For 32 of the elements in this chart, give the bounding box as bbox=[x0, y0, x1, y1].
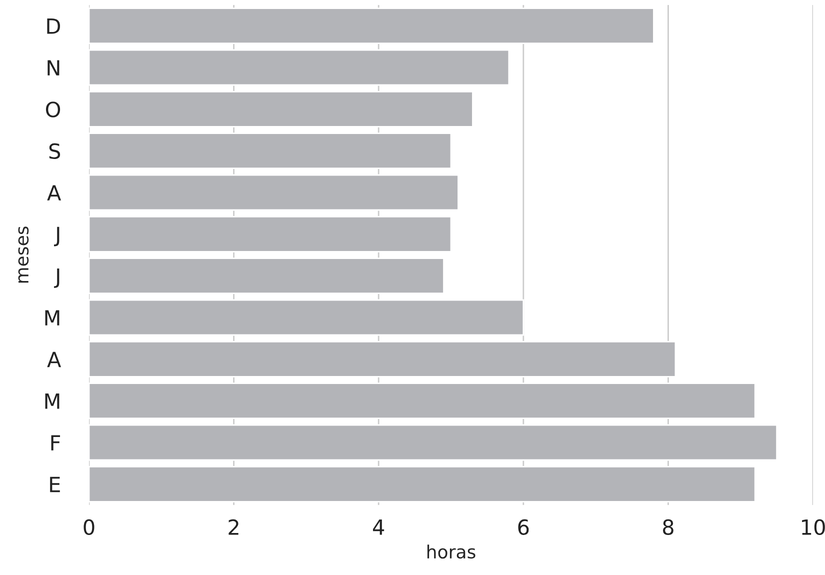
y-tick-label: F bbox=[51, 435, 60, 450]
bar bbox=[89, 424, 778, 461]
x-tick-label: 6 bbox=[518, 519, 529, 536]
x-tick-label: 0 bbox=[84, 519, 94, 536]
bar bbox=[89, 216, 452, 252]
bar bbox=[89, 340, 676, 378]
y-tick-label: O bbox=[46, 102, 60, 118]
x-tick-label: 4 bbox=[372, 520, 384, 535]
x-tick-label: 2 bbox=[228, 519, 238, 535]
y-tick-label: A bbox=[47, 352, 62, 368]
x-axis-title: horas bbox=[427, 544, 476, 559]
y-tick-label: J bbox=[54, 226, 60, 246]
x-tick-label: 8 bbox=[662, 519, 674, 536]
x-tick-label: 10 bbox=[802, 519, 825, 536]
y-tick-label: J bbox=[54, 268, 60, 288]
bar bbox=[89, 258, 444, 294]
bar bbox=[89, 90, 474, 128]
y-tick-label: M bbox=[45, 310, 60, 326]
bar bbox=[89, 174, 459, 211]
bar bbox=[89, 132, 452, 170]
y-tick-label: D bbox=[47, 18, 60, 34]
bar bbox=[89, 466, 756, 502]
bar bbox=[89, 299, 524, 336]
bar bbox=[89, 49, 510, 86]
y-tick-label: A bbox=[47, 185, 62, 200]
y-tick-label: S bbox=[49, 143, 60, 160]
y-axis-title: meses bbox=[18, 226, 29, 283]
y-tick-label: E bbox=[50, 476, 60, 492]
y-tick-label: M bbox=[45, 394, 60, 409]
bar bbox=[89, 8, 654, 44]
bar bbox=[89, 382, 756, 420]
y-tick-label: N bbox=[48, 60, 60, 76]
